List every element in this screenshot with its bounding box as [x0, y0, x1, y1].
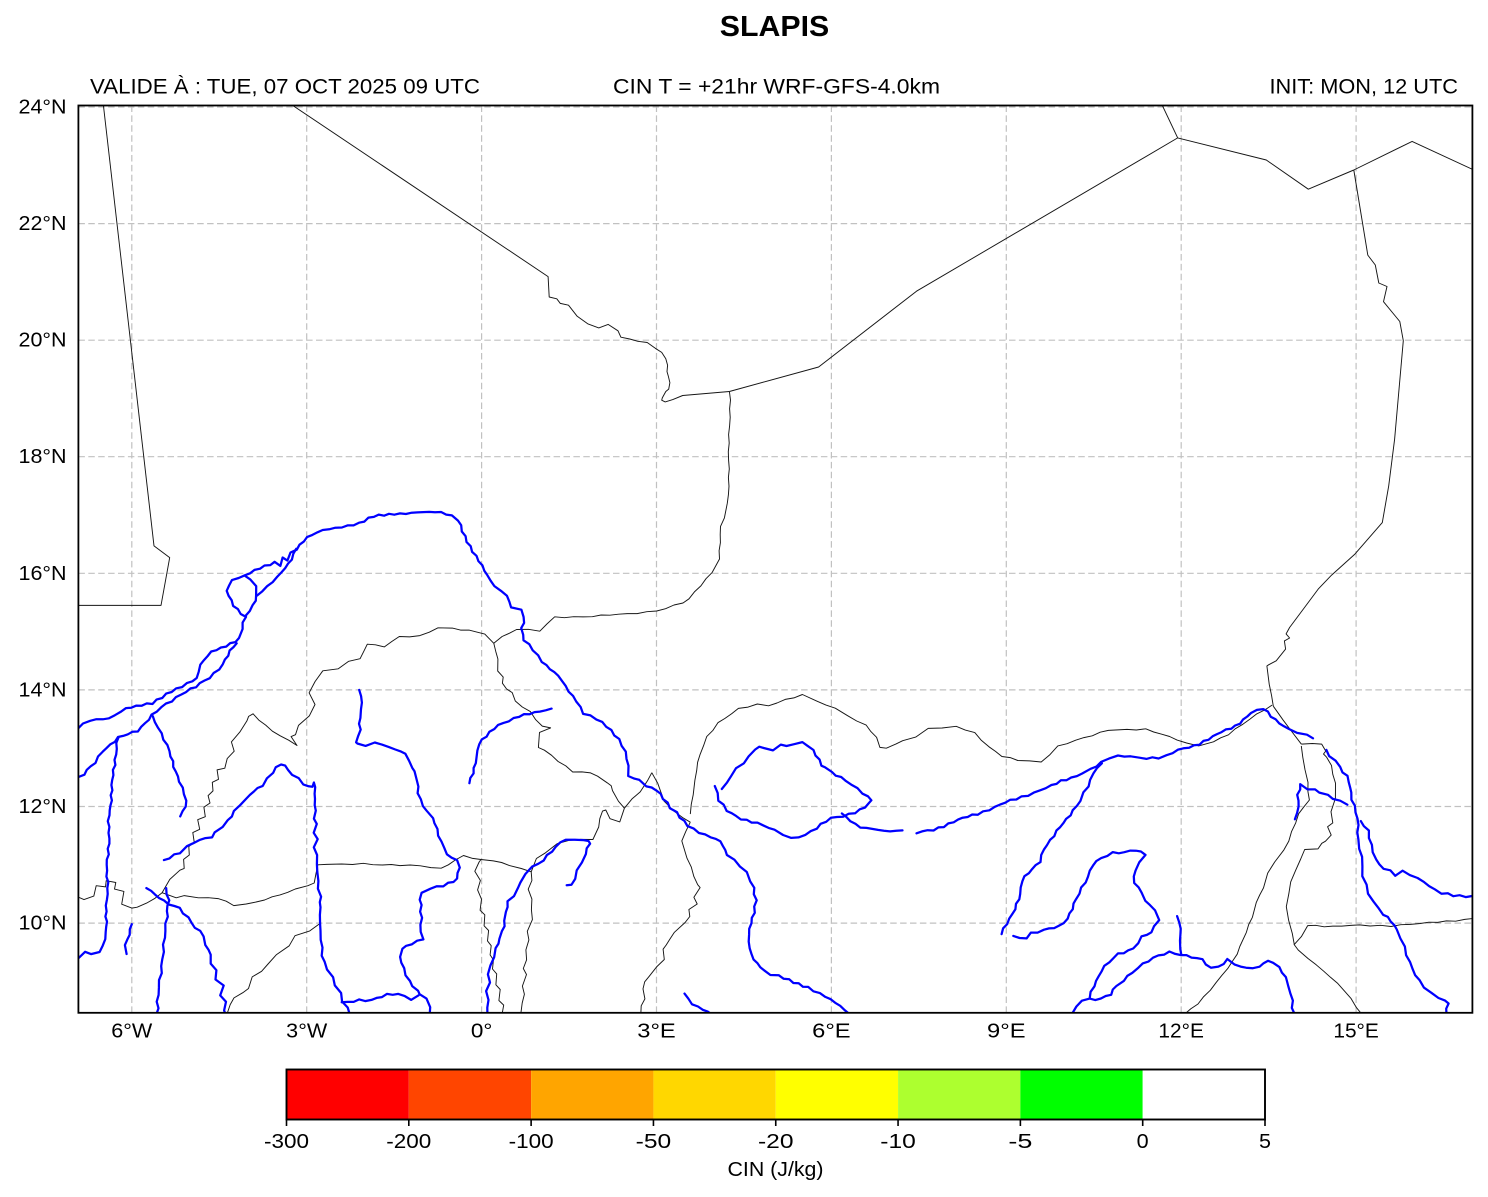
svg-text:18°N: 18°N	[19, 446, 67, 468]
svg-text:22°N: 22°N	[19, 213, 67, 235]
svg-text:-300: -300	[264, 1131, 309, 1153]
svg-text:6°E: 6°E	[812, 1021, 851, 1043]
svg-text:-10: -10	[880, 1131, 916, 1153]
svg-text:16°N: 16°N	[19, 563, 67, 585]
svg-text:SLAPIS: SLAPIS	[720, 11, 829, 43]
svg-text:-5: -5	[1008, 1131, 1032, 1153]
svg-text:6°W: 6°W	[111, 1021, 152, 1043]
svg-text:VALIDE À : TUE, 07 OCT 2025 09: VALIDE À : TUE, 07 OCT 2025 09 UTC	[90, 76, 480, 99]
svg-text:0: 0	[1137, 1131, 1149, 1153]
svg-text:10°N: 10°N	[19, 913, 67, 935]
svg-text:12°N: 12°N	[19, 796, 67, 818]
svg-text:9°E: 9°E	[987, 1021, 1026, 1043]
svg-text:INIT: MON, 12 UTC: INIT: MON, 12 UTC	[1270, 76, 1459, 99]
svg-text:3°W: 3°W	[286, 1021, 327, 1043]
svg-text:-100: -100	[509, 1131, 554, 1153]
svg-text:15°E: 15°E	[1333, 1021, 1379, 1043]
svg-text:5: 5	[1259, 1131, 1271, 1153]
svg-text:0°: 0°	[471, 1021, 493, 1043]
svg-text:3°E: 3°E	[637, 1021, 676, 1043]
svg-text:24°N: 24°N	[19, 97, 67, 119]
svg-text:-200: -200	[386, 1131, 431, 1153]
svg-text:-50: -50	[636, 1131, 672, 1153]
svg-text:20°N: 20°N	[19, 330, 67, 352]
svg-text:CIN (J/kg): CIN (J/kg)	[728, 1159, 824, 1181]
svg-text:14°N: 14°N	[19, 679, 67, 701]
svg-text:-20: -20	[758, 1131, 794, 1153]
svg-text:CIN T = +21hr WRF-GFS-4.0km: CIN T = +21hr WRF-GFS-4.0km	[613, 76, 940, 99]
svg-text:12°E: 12°E	[1158, 1021, 1204, 1043]
